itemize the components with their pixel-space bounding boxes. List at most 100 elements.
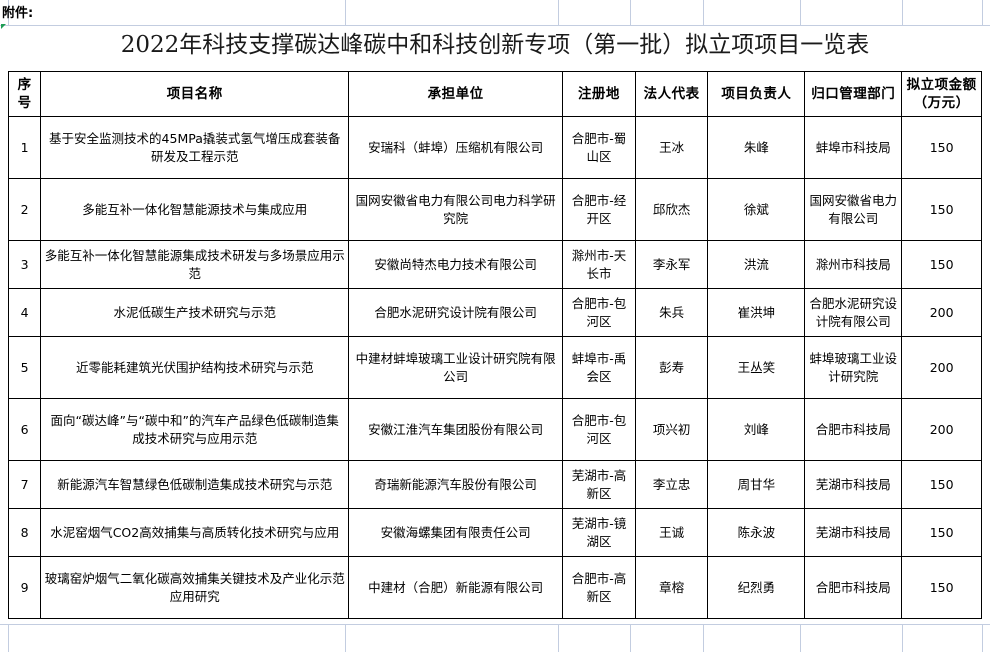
cell-dept: 合肥水泥研究设计院有限公司 <box>804 288 903 337</box>
col-header-leader: 项目负责人 <box>707 71 806 117</box>
cell-amount: 200 <box>901 288 982 337</box>
cell-leader: 徐斌 <box>707 178 806 241</box>
cell-region: 滁州市-天长市 <box>562 240 636 289</box>
cell-project: 玻璃窑炉烟气二氧化碳高效捕集关键技术及产业化示范应用研究 <box>40 556 350 619</box>
cell-org: 奇瑞新能源汽车股份有限公司 <box>348 460 564 509</box>
grid-vline <box>902 0 903 25</box>
grid-vline <box>800 624 801 652</box>
grid-vline <box>982 624 983 652</box>
cell-dept: 蚌埠市科技局 <box>804 116 903 179</box>
table-row: 5 近零能耗建筑光伏围护结构技术研究与示范 中建材蚌埠玻璃工业设计研究院有限公司… <box>7 336 982 399</box>
table-row: 4 水泥低碳生产技术研究与示范 合肥水泥研究设计院有限公司 合肥市-包河区 朱兵… <box>7 288 982 337</box>
cell-legal: 王冰 <box>634 116 709 179</box>
table-row: 9 玻璃窑炉烟气二氧化碳高效捕集关键技术及产业化示范应用研究 中建材（合肥）新能… <box>7 556 982 619</box>
cell-index: 6 <box>7 398 42 461</box>
col-header-dept: 归口管理部门 <box>804 71 903 117</box>
cell-index: 7 <box>7 460 42 509</box>
cell-dept: 合肥市科技局 <box>804 556 903 619</box>
grid-hline <box>0 25 990 26</box>
grid-vline <box>558 624 559 652</box>
cell-dept: 合肥市科技局 <box>804 398 903 461</box>
cell-index: 5 <box>7 336 42 399</box>
cell-region: 蚌埠市-禹会区 <box>562 336 636 399</box>
cell-org: 合肥水泥研究设计院有限公司 <box>348 288 564 337</box>
grid-vline <box>345 0 346 25</box>
cell-amount: 150 <box>901 460 982 509</box>
col-header-amount: 拟立项金额（万元） <box>901 71 982 117</box>
cell-region: 合肥市-蜀山区 <box>562 116 636 179</box>
cell-project: 新能源汽车智慧绿色低碳制造集成技术研究与示范 <box>40 460 350 509</box>
cell-legal: 朱兵 <box>634 288 709 337</box>
cell-amount: 150 <box>901 116 982 179</box>
table-body: 1 基于安全监测技术的45MPa撬装式氢气增压成套装备研发及工程示范 安瑞科（蚌… <box>7 116 982 619</box>
table-row: 8 水泥窑烟气CO2高效捕集与高质转化技术研究与应用 安徽海螺集团有限责任公司 … <box>7 508 982 557</box>
cell-org: 安徽江淮汽车集团股份有限公司 <box>348 398 564 461</box>
cell-legal: 王诚 <box>634 508 709 557</box>
cell-leader: 洪流 <box>707 240 806 289</box>
cell-index: 2 <box>7 178 42 241</box>
cell-region: 芜湖市-高新区 <box>562 460 636 509</box>
cell-dept: 芜湖市科技局 <box>804 460 903 509</box>
cell-region: 合肥市-包河区 <box>562 398 636 461</box>
cell-index: 3 <box>7 240 42 289</box>
cell-amount: 150 <box>901 508 982 557</box>
cell-leader: 崔洪坤 <box>707 288 806 337</box>
cell-project: 面向“碳达峰”与“碳中和”的汽车产品绿色低碳制造集成技术研究与应用示范 <box>40 398 350 461</box>
cell-leader: 王丛笑 <box>707 336 806 399</box>
grid-vline <box>8 624 9 652</box>
cell-region: 合肥市-经开区 <box>562 178 636 241</box>
page-title: 2022年科技支撑碳达峰碳中和科技创新专项（第一批）拟立项项目一览表 <box>120 32 870 58</box>
grid-vline <box>703 0 704 25</box>
cell-legal: 李立忠 <box>634 460 709 509</box>
grid-hline <box>0 624 990 625</box>
cell-legal: 邱欣杰 <box>634 178 709 241</box>
table-row: 2 多能互补一体化智慧能源技术与集成应用 国网安徽省电力有限公司电力科学研究院 … <box>7 178 982 241</box>
table-header-row: 序号 项目名称 承担单位 注册地 法人代表 项目负责人 归口管理部门 拟立项金额… <box>7 71 982 117</box>
cell-amount: 200 <box>901 336 982 399</box>
cell-region: 合肥市-高新区 <box>562 556 636 619</box>
cell-project: 多能互补一体化智慧能源集成技术研发与多场景应用示范 <box>40 240 350 289</box>
cell-org: 中建材（合肥）新能源有限公司 <box>348 556 564 619</box>
cell-amount: 150 <box>901 240 982 289</box>
cell-leader: 周甘华 <box>707 460 806 509</box>
cell-index: 8 <box>7 508 42 557</box>
cell-dept: 芜湖市科技局 <box>804 508 903 557</box>
col-header-index: 序号 <box>7 71 42 117</box>
cell-dept: 滁州市科技局 <box>804 240 903 289</box>
cell-index: 4 <box>7 288 42 337</box>
cell-org: 安徽海螺集团有限责任公司 <box>348 508 564 557</box>
project-table: 序号 项目名称 承担单位 注册地 法人代表 项目负责人 归口管理部门 拟立项金额… <box>7 71 982 619</box>
cell-org: 安徽尚特杰电力技术有限公司 <box>348 240 564 289</box>
cell-project: 多能互补一体化智慧能源技术与集成应用 <box>40 178 350 241</box>
project-table-wrap: 序号 项目名称 承担单位 注册地 法人代表 项目负责人 归口管理部门 拟立项金额… <box>7 71 982 619</box>
cell-region: 芜湖市-镜湖区 <box>562 508 636 557</box>
table-head: 序号 项目名称 承担单位 注册地 法人代表 项目负责人 归口管理部门 拟立项金额… <box>7 71 982 117</box>
attachment-label: 附件: <box>2 6 34 21</box>
table-row: 7 新能源汽车智慧绿色低碳制造集成技术研究与示范 奇瑞新能源汽车股份有限公司 芜… <box>7 460 982 509</box>
grid-vline <box>902 624 903 652</box>
cell-amount: 150 <box>901 178 982 241</box>
cell-legal: 彭寿 <box>634 336 709 399</box>
col-header-legal: 法人代表 <box>634 71 709 117</box>
cell-org: 国网安徽省电力有限公司电力科学研究院 <box>348 178 564 241</box>
grid-vline <box>630 0 631 25</box>
cell-legal: 章榕 <box>634 556 709 619</box>
col-header-region: 注册地 <box>562 71 636 117</box>
cell-comment-marker-icon <box>1 24 6 29</box>
table-row: 1 基于安全监测技术的45MPa撬装式氢气增压成套装备研发及工程示范 安瑞科（蚌… <box>7 116 982 179</box>
cell-index: 9 <box>7 556 42 619</box>
cell-project: 水泥窑烟气CO2高效捕集与高质转化技术研究与应用 <box>40 508 350 557</box>
cell-leader: 纪烈勇 <box>707 556 806 619</box>
grid-vline <box>982 0 983 25</box>
cell-dept: 蚌埠玻璃工业设计研究院 <box>804 336 903 399</box>
cell-dept: 国网安徽省电力有限公司 <box>804 178 903 241</box>
cell-legal: 李永军 <box>634 240 709 289</box>
cell-project: 水泥低碳生产技术研究与示范 <box>40 288 350 337</box>
cell-amount: 200 <box>901 398 982 461</box>
col-header-project: 项目名称 <box>40 71 350 117</box>
grid-vline <box>630 624 631 652</box>
grid-vline <box>558 0 559 25</box>
cell-legal: 项兴初 <box>634 398 709 461</box>
cell-project: 基于安全监测技术的45MPa撬装式氢气增压成套装备研发及工程示范 <box>40 116 350 179</box>
cell-amount: 150 <box>901 556 982 619</box>
